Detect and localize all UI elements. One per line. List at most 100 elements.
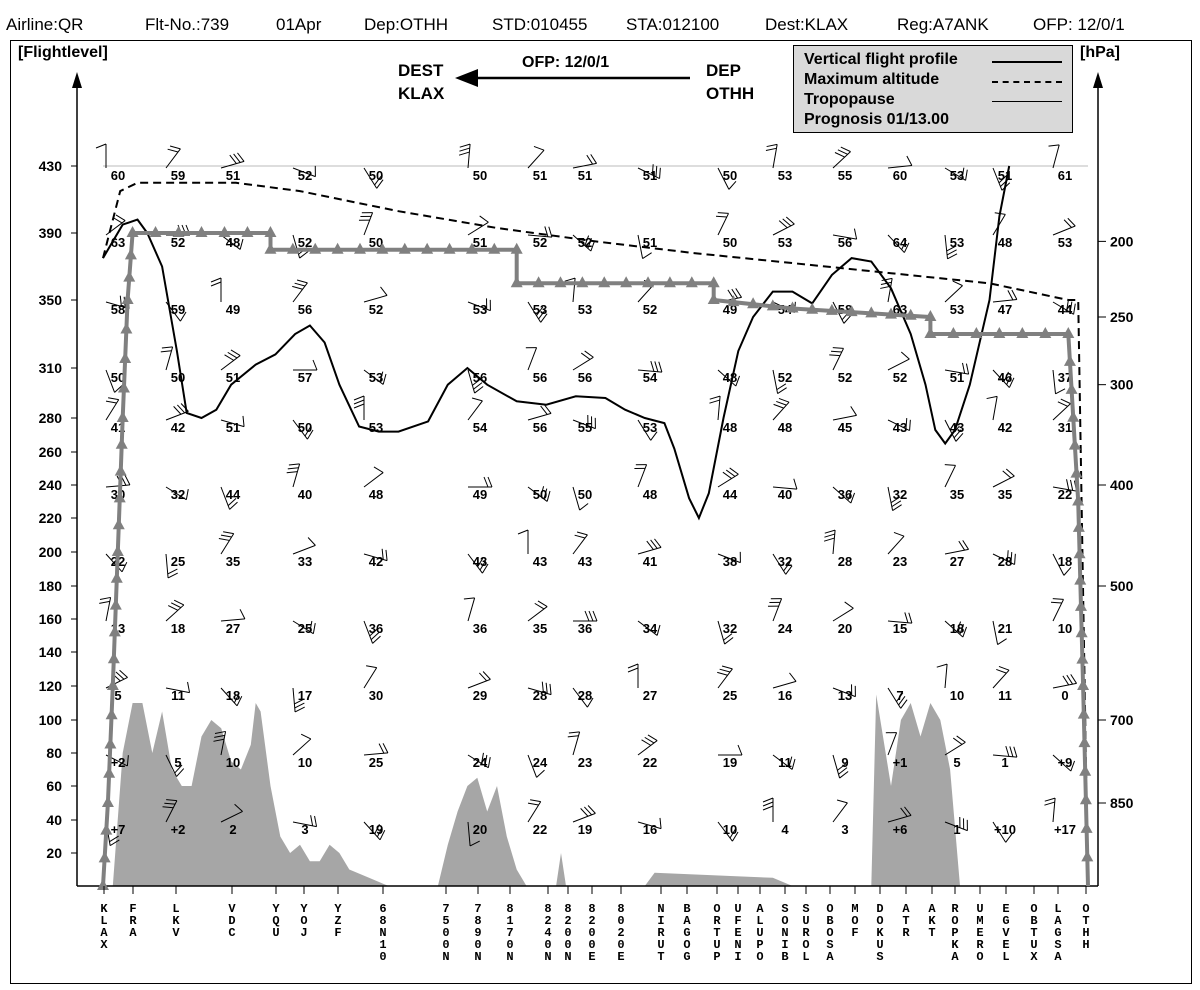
profile-marker [241, 226, 254, 237]
wind-barb-icon [527, 301, 548, 323]
profile-marker [554, 276, 567, 288]
temperature-label: 53 [533, 302, 547, 317]
temperature-label: 52 [893, 370, 907, 385]
profile-marker [97, 879, 109, 890]
profile-marker [510, 242, 523, 254]
temperature-label: 22 [1058, 487, 1072, 502]
left-tick-label: 220 [39, 510, 63, 526]
temperature-label: 42 [369, 554, 383, 569]
temperature-label: 18 [171, 621, 185, 636]
profile-marker [1072, 520, 1085, 532]
wind-barb-icon [292, 419, 314, 440]
profile-marker [845, 305, 858, 317]
temperature-label: 5 [953, 755, 960, 770]
profile-marker [707, 293, 720, 304]
wind-barb-icon [527, 681, 552, 696]
left-tick-label: 280 [39, 410, 63, 426]
temperature-label: 33 [298, 554, 312, 569]
temperature-label: 51 [533, 168, 547, 183]
temperature-label: 54 [643, 370, 658, 385]
left-tick-label: 20 [46, 845, 62, 861]
temperature-label: 5 [174, 755, 181, 770]
wind-barb-icon [363, 548, 388, 562]
profile-marker [398, 242, 411, 254]
temperature-label: 10 [1058, 621, 1072, 636]
profile-marker [100, 823, 113, 835]
flight-number: Flt-No.:739 [145, 15, 230, 34]
wind-barb-icon [517, 529, 529, 554]
wind-barb-icon [467, 553, 489, 574]
temperature-label: 24 [533, 755, 548, 770]
wind-barb-icon [467, 369, 484, 394]
wind-barb-icon [936, 663, 948, 689]
profile-marker [98, 851, 111, 863]
wind-barb-icon [218, 531, 235, 555]
wind-barb-icon [717, 821, 739, 842]
wind-barb-icon [1052, 299, 1076, 315]
temperature-label: 53 [950, 235, 964, 250]
profile-marker [1072, 494, 1085, 506]
wind-barb-icon [715, 212, 729, 236]
wind-barb-icon [765, 143, 778, 169]
profile-marker [663, 276, 676, 288]
wind-barb-icon [1052, 553, 1072, 576]
profile-marker [1063, 354, 1076, 366]
profile-marker [510, 276, 523, 288]
temperature-label: 49 [226, 302, 240, 317]
temperature-label: 48 [723, 370, 737, 385]
profile-marker [119, 352, 132, 363]
left-tick-label: 60 [46, 778, 62, 794]
temperature-label: 47 [998, 302, 1012, 317]
wind-barb-icon [1052, 674, 1077, 689]
left-tick-label: 430 [39, 158, 63, 174]
profile-marker [286, 242, 299, 254]
wind-barb-icon [567, 731, 581, 756]
profile-marker [1077, 679, 1090, 690]
wind-barb-icon [292, 815, 318, 828]
temperature-label: 23 [893, 554, 907, 569]
profile-marker [685, 276, 698, 288]
wind-barb-icon [887, 612, 913, 624]
wind-barb-icon [772, 397, 790, 421]
ofp-version: OFP: 12/0/1 [1033, 15, 1125, 34]
temperature-label: 53 [778, 235, 792, 250]
profile-marker [1076, 652, 1089, 664]
temperature-label: +6 [893, 822, 908, 837]
wind-barb-icon [992, 369, 1015, 388]
profile-marker [747, 297, 760, 309]
dest-label: DEST [398, 61, 444, 80]
wind-barb-icon [944, 362, 970, 375]
profile-marker [1073, 547, 1086, 559]
temperature-label: 20 [838, 621, 852, 636]
wind-barb-icon [527, 799, 542, 823]
temperature-label: 53 [778, 168, 792, 183]
profile-marker [149, 226, 162, 237]
wind-barb-icon [767, 598, 783, 622]
temperature-label: 54 [473, 420, 488, 435]
profile-marker [1039, 327, 1052, 338]
profile-marker [264, 242, 277, 254]
wind-barb-icon [220, 349, 241, 371]
temperature-label: 59 [171, 302, 185, 317]
temperature-label: 43 [578, 554, 592, 569]
temperature-label: 50 [723, 168, 737, 183]
profile-marker [865, 306, 878, 318]
temperature-label: 36 [473, 621, 487, 636]
temperature-label: 3 [841, 822, 848, 837]
wind-barb-icon [105, 397, 120, 421]
wind-barb-icon [944, 464, 956, 488]
temperature-label: 18 [1058, 554, 1072, 569]
temperature-label: 27 [643, 688, 657, 703]
wind-barb-icon [887, 687, 908, 709]
temperature-label: 44 [723, 487, 738, 502]
profile-marker [806, 302, 819, 314]
wind-barb-icon [286, 463, 301, 488]
